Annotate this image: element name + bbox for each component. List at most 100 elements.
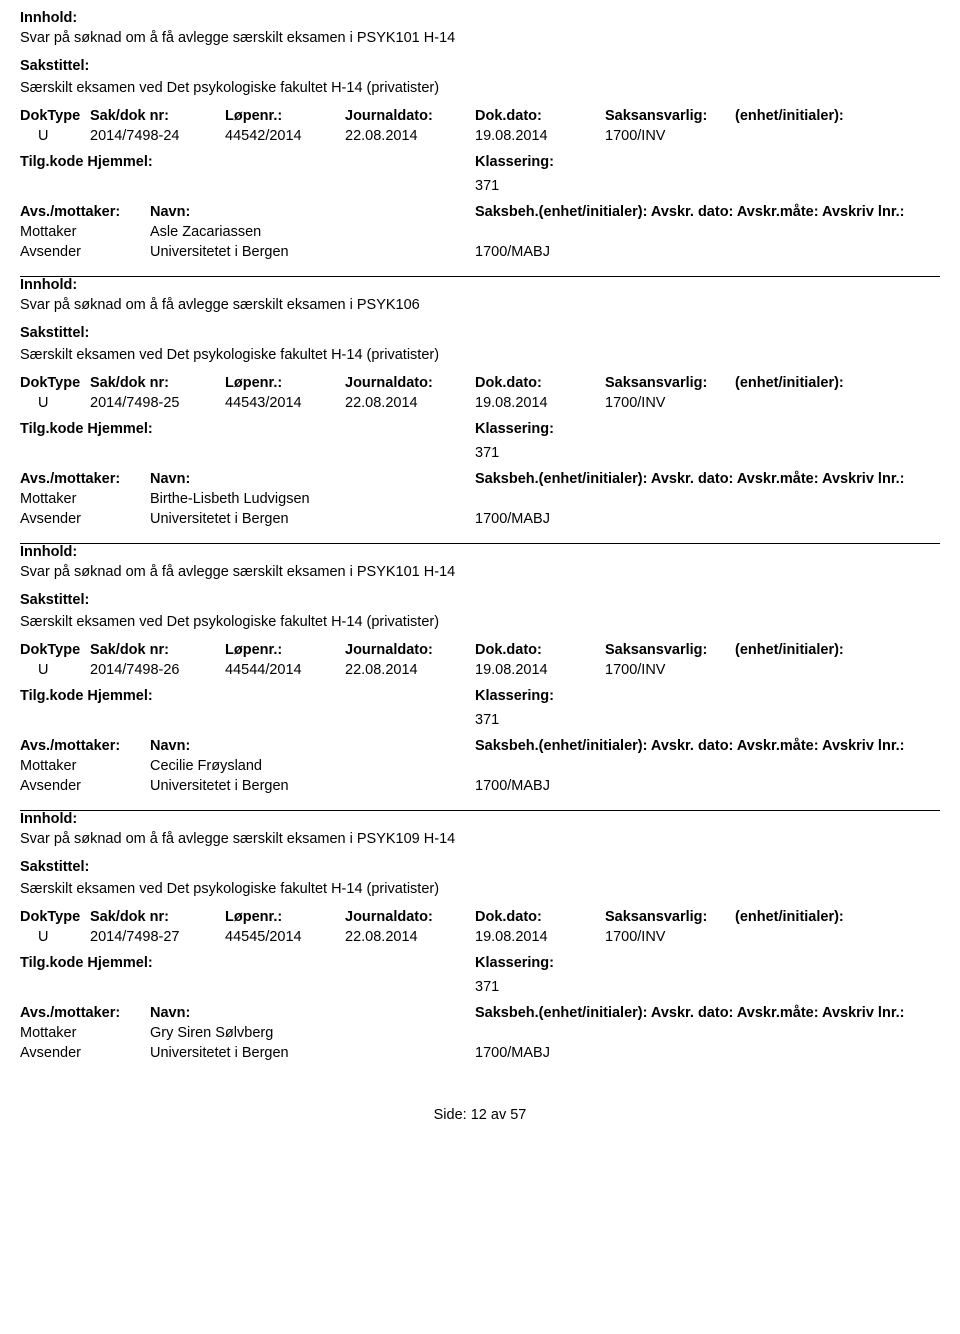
- journaldato-value: 22.08.2014: [345, 395, 475, 411]
- avsender-role: Avsender: [20, 244, 150, 260]
- sakstittel-label: Sakstittel:: [20, 859, 940, 875]
- tilgkode-row: Tilg.kode Hjemmel: Klassering:: [20, 688, 940, 704]
- doktype-header: DokType: [20, 375, 90, 391]
- sakdok-value: 2014/7498-27: [90, 929, 225, 945]
- journaldato-value: 22.08.2014: [345, 929, 475, 945]
- avsender-role: Avsender: [20, 511, 150, 527]
- sakstittel-text: Særskilt eksamen ved Det psykologiske fa…: [20, 80, 940, 96]
- avs-header-row: Avs./mottaker: Navn: Saksbeh.(enhet/init…: [20, 471, 940, 487]
- meta-values: U 2014/7498-24 44542/2014 22.08.2014 19.…: [20, 128, 940, 144]
- avs-header-row: Avs./mottaker: Navn: Saksbeh.(enhet/init…: [20, 204, 940, 220]
- sakdok-header: Sak/dok nr:: [90, 108, 225, 124]
- avs-mottaker-label: Avs./mottaker:: [20, 471, 150, 487]
- sakdok-value: 2014/7498-26: [90, 662, 225, 678]
- doktype-header: DokType: [20, 108, 90, 124]
- lopenr-header: Løpenr.:: [225, 909, 345, 925]
- doktype-value: U: [20, 662, 90, 678]
- dokdato-header: Dok.dato:: [475, 375, 605, 391]
- avsender-row: Avsender Universitetet i Bergen 1700/MAB…: [20, 511, 940, 527]
- avsender-code: 1700/MABJ: [475, 1045, 605, 1061]
- enhet-header: (enhet/initialer):: [735, 909, 875, 925]
- mottaker-name: Birthe-Lisbeth Ludvigsen: [150, 491, 475, 507]
- avs-header-row: Avs./mottaker: Navn: Saksbeh.(enhet/init…: [20, 738, 940, 754]
- mottaker-name: Gry Siren Sølvberg: [150, 1025, 475, 1041]
- meta-headers: DokType Sak/dok nr: Løpenr.: Journaldato…: [20, 909, 940, 925]
- innhold-text: Svar på søknad om å få avlegge særskilt …: [20, 297, 940, 313]
- tilgkode-label: Tilg.kode: [20, 421, 83, 437]
- dokdato-value: 19.08.2014: [475, 662, 605, 678]
- kode-row: 371: [20, 445, 940, 461]
- doktype-header: DokType: [20, 909, 90, 925]
- avsender-role: Avsender: [20, 778, 150, 794]
- mottaker-name: Cecilie Frøysland: [150, 758, 475, 774]
- sakdok-header: Sak/dok nr:: [90, 642, 225, 658]
- avsender-role: Avsender: [20, 1045, 150, 1061]
- saksansvarlig-header: Saksansvarlig:: [605, 375, 735, 391]
- klassering-value: 371: [475, 178, 499, 194]
- klassering-label: Klassering:: [475, 154, 554, 170]
- mottaker-role: Mottaker: [20, 758, 150, 774]
- lopenr-value: 44542/2014: [225, 128, 345, 144]
- meta-values: U 2014/7498-25 44543/2014 22.08.2014 19.…: [20, 395, 940, 411]
- navn-label: Navn:: [150, 738, 475, 754]
- lopenr-value: 44545/2014: [225, 929, 345, 945]
- innhold-label: Innhold:: [20, 811, 940, 827]
- meta-values: U 2014/7498-26 44544/2014 22.08.2014 19.…: [20, 662, 940, 678]
- saksansvarlig-value: 1700/INV: [605, 128, 735, 144]
- footer-side-label: Side:: [434, 1107, 467, 1123]
- enhet-header: (enhet/initialer):: [735, 642, 875, 658]
- doktype-value: U: [20, 395, 90, 411]
- klassering-value: 371: [475, 979, 499, 995]
- sakdok-value: 2014/7498-24: [90, 128, 225, 144]
- mottaker-row: Mottaker Gry Siren Sølvberg: [20, 1025, 940, 1041]
- mottaker-row: Mottaker Cecilie Frøysland: [20, 758, 940, 774]
- klassering-label: Klassering:: [475, 955, 554, 971]
- dokdato-value: 19.08.2014: [475, 395, 605, 411]
- journaldato-header: Journaldato:: [345, 909, 475, 925]
- dokdato-value: 19.08.2014: [475, 929, 605, 945]
- saksansvarlig-header: Saksansvarlig:: [605, 909, 735, 925]
- mottaker-row: Mottaker Asle Zacariassen: [20, 224, 940, 240]
- sakdok-header: Sak/dok nr:: [90, 909, 225, 925]
- innhold-text: Svar på søknad om å få avlegge særskilt …: [20, 831, 940, 847]
- tilgkode-row: Tilg.kode Hjemmel: Klassering:: [20, 421, 940, 437]
- navn-label: Navn:: [150, 204, 475, 220]
- hjemmel-label: Hjemmel:: [87, 421, 152, 437]
- journaldato-header: Journaldato:: [345, 108, 475, 124]
- hjemmel-label: Hjemmel:: [87, 955, 152, 971]
- sakstittel-text: Særskilt eksamen ved Det psykologiske fa…: [20, 614, 940, 630]
- avsender-code: 1700/MABJ: [475, 244, 605, 260]
- dokdato-header: Dok.dato:: [475, 108, 605, 124]
- dokdato-header: Dok.dato:: [475, 642, 605, 658]
- klassering-label: Klassering:: [475, 421, 554, 437]
- journaldato-header: Journaldato:: [345, 375, 475, 391]
- sakstittel-text: Særskilt eksamen ved Det psykologiske fa…: [20, 347, 940, 363]
- footer-av-label: av: [491, 1107, 506, 1123]
- sakstittel-label: Sakstittel:: [20, 58, 940, 74]
- mottaker-row: Mottaker Birthe-Lisbeth Ludvigsen: [20, 491, 940, 507]
- kode-row: 371: [20, 712, 940, 728]
- saksansvarlig-header: Saksansvarlig:: [605, 642, 735, 658]
- journal-record: Innhold: Svar på søknad om å få avlegge …: [20, 277, 940, 543]
- journal-record: Innhold: Svar på søknad om å få avlegge …: [20, 10, 940, 276]
- mottaker-name: Asle Zacariassen: [150, 224, 475, 240]
- tilgkode-label: Tilg.kode: [20, 955, 83, 971]
- avsender-row: Avsender Universitetet i Bergen 1700/MAB…: [20, 778, 940, 794]
- enhet-header: (enhet/initialer):: [735, 108, 875, 124]
- journaldato-value: 22.08.2014: [345, 128, 475, 144]
- kode-row: 371: [20, 979, 940, 995]
- sakstittel-label: Sakstittel:: [20, 592, 940, 608]
- avsender-row: Avsender Universitetet i Bergen 1700/MAB…: [20, 244, 940, 260]
- kode-row: 371: [20, 178, 940, 194]
- sakstittel-label: Sakstittel:: [20, 325, 940, 341]
- page-footer: Side: 12 av 57: [20, 1077, 940, 1123]
- lopenr-value: 44544/2014: [225, 662, 345, 678]
- tilgkode-row: Tilg.kode Hjemmel: Klassering:: [20, 154, 940, 170]
- innhold-label: Innhold:: [20, 10, 940, 26]
- navn-label: Navn:: [150, 1005, 475, 1021]
- mottaker-role: Mottaker: [20, 224, 150, 240]
- tilgkode-row: Tilg.kode Hjemmel: Klassering:: [20, 955, 940, 971]
- saksbeh-line: Saksbeh.(enhet/initialer): Avskr. dato: …: [475, 1005, 940, 1021]
- klassering-value: 371: [475, 712, 499, 728]
- klassering-label: Klassering:: [475, 688, 554, 704]
